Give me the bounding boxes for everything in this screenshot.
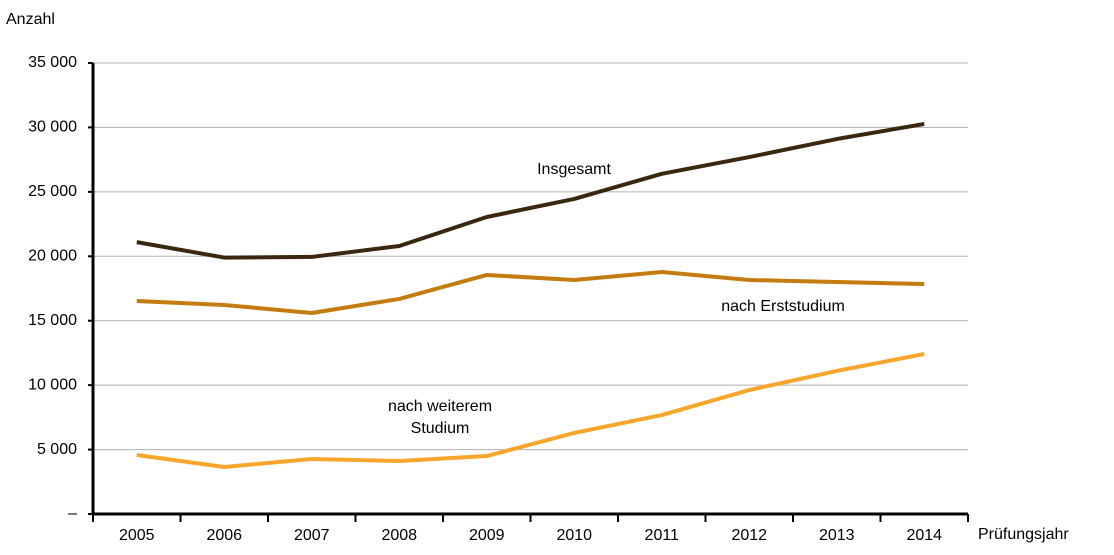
x-tick-label: 2011 (645, 527, 680, 544)
y-tick-label: 30 000 (28, 119, 77, 136)
x-tick-label: 2008 (381, 527, 417, 544)
y-tick-label: 20 000 (28, 248, 77, 265)
x-tick-label: 2010 (556, 527, 592, 544)
series-label: Insgesamt (537, 161, 611, 178)
x-tick-label: 2005 (119, 527, 155, 544)
x-tick-label: 2013 (819, 527, 855, 544)
x-tick-label: 2007 (294, 527, 330, 544)
x-tick-label: 2012 (731, 527, 767, 544)
y-axis-label: Anzahl (6, 11, 55, 28)
y-tick-label: 5 000 (37, 441, 77, 458)
y-tick-label: – (68, 505, 77, 522)
series-label: nach Erststudium (721, 298, 845, 315)
x-tick-label: 2014 (906, 527, 942, 544)
series-line (136, 351, 925, 469)
y-tick-label: 15 000 (28, 312, 77, 329)
x-tick-label: 2006 (206, 527, 242, 544)
series-label: nach weiterem Studium (387, 398, 493, 437)
series-line (136, 270, 925, 315)
y-tick-label: 35 000 (28, 54, 77, 71)
y-tick-label: 10 000 (28, 376, 77, 393)
x-tick-label: 2009 (469, 527, 505, 544)
y-tick-label: 25 000 (28, 183, 77, 200)
x-axis-label: Prüfungsjahr (978, 526, 1069, 543)
series-line (136, 121, 925, 260)
